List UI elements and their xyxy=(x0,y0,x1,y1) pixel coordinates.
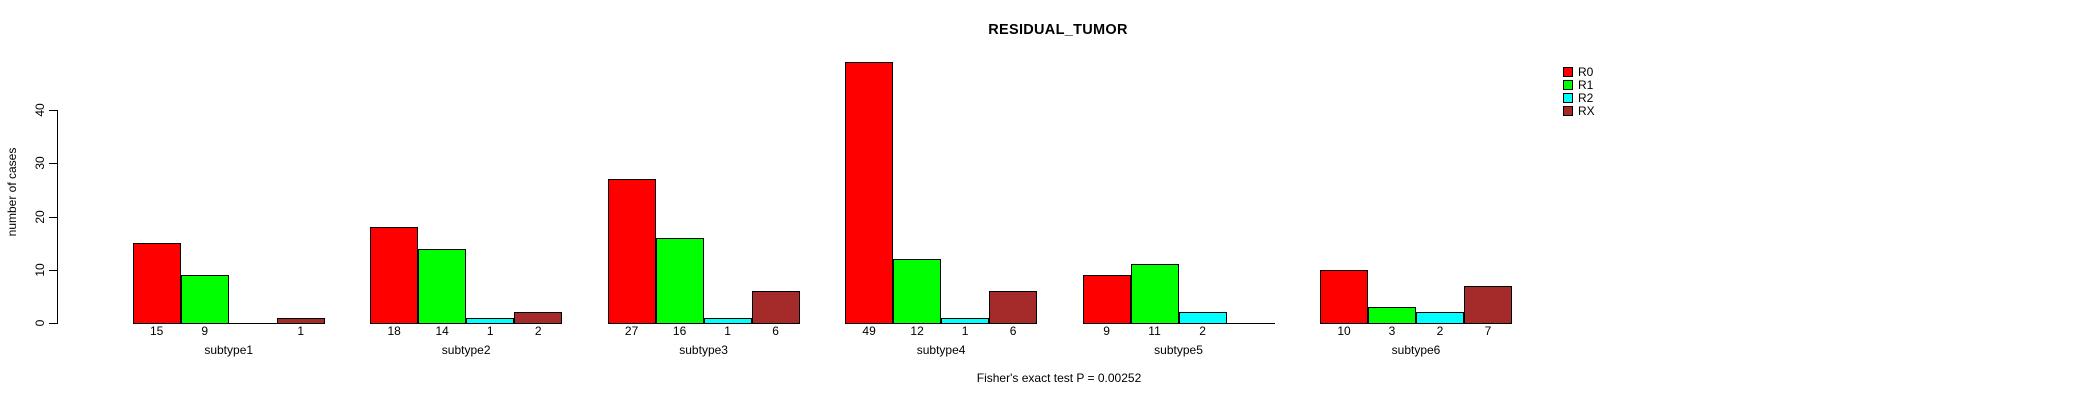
legend-label: R0 xyxy=(1578,65,1594,80)
bar-value-label: 9 xyxy=(1103,324,1110,338)
bar-value-label: 11 xyxy=(1148,324,1161,338)
legend-label: RX xyxy=(1578,103,1595,118)
legend: R0 R1 R2 RX xyxy=(1563,66,1595,117)
y-axis-tick-label: 40 xyxy=(33,103,47,117)
bar-R2-subtype4 xyxy=(941,317,990,324)
bar-R2-subtype5 xyxy=(1178,312,1227,324)
bar-R2-subtype3 xyxy=(703,317,752,324)
legend-swatch-R0 xyxy=(1563,67,1573,78)
legend-swatch-RX xyxy=(1563,105,1573,116)
x-category-label: subtype5 xyxy=(1154,343,1203,357)
bar-RX-subtype2 xyxy=(514,312,563,324)
bar-value-label: 2 xyxy=(1199,324,1206,338)
bar-value-label: 18 xyxy=(387,324,401,338)
bar-value-label: 14 xyxy=(435,324,449,338)
y-axis-tick xyxy=(49,110,57,112)
bar-R1-subtype2 xyxy=(418,248,467,324)
bar-value-label: 16 xyxy=(672,324,687,338)
y-axis-tick xyxy=(49,163,57,165)
bar-value-label: 6 xyxy=(1009,324,1017,338)
bar-RX-subtype6 xyxy=(1464,285,1512,324)
bar-R0-subtype3 xyxy=(607,179,656,324)
y-axis-tick-label: 20 xyxy=(33,209,47,224)
bar-R2-subtype6 xyxy=(1416,312,1464,324)
legend-item-R1: R1 xyxy=(1563,79,1595,92)
bar-RX-subtype4 xyxy=(989,291,1038,324)
bar-value-label: 7 xyxy=(1484,324,1492,338)
bar-RX-subtype3 xyxy=(751,291,800,324)
caption: Fisher's exact test P = 0.00252 xyxy=(976,371,1142,385)
x-category-label: subtype6 xyxy=(1391,343,1441,357)
y-axis-line xyxy=(57,110,58,324)
bar-value-label: 2 xyxy=(534,324,542,338)
legend-item-R0: R0 xyxy=(1563,66,1595,79)
bar-R0-subtype5 xyxy=(1082,275,1131,324)
legend-swatch-R2 xyxy=(1563,92,1573,103)
y-axis-tick xyxy=(49,216,57,218)
legend-label: R2 xyxy=(1578,90,1594,105)
bar-value-label: 1 xyxy=(486,324,494,338)
bar-R1-subtype4 xyxy=(893,259,942,324)
bar-R1-subtype1 xyxy=(180,275,229,324)
x-category-label: subtype3 xyxy=(679,343,728,357)
y-axis-tick-label: 0 xyxy=(33,319,47,327)
bar-R0-subtype1 xyxy=(132,243,181,324)
y-axis-title: number of cases xyxy=(5,147,19,237)
y-axis-tick-label: 30 xyxy=(33,156,47,171)
bar-value-label: 3 xyxy=(1388,324,1396,338)
legend-item-RX: RX xyxy=(1563,104,1595,117)
bar-R1-subtype6 xyxy=(1368,307,1416,324)
bar-R1-subtype5 xyxy=(1130,264,1179,324)
bar-value-label: 9 xyxy=(201,324,209,338)
x-category-label: subtype1 xyxy=(204,343,254,357)
y-axis-tick-label: 10 xyxy=(33,263,47,277)
bar-R0-subtype2 xyxy=(370,227,419,324)
bar-R0-subtype4 xyxy=(845,62,894,324)
bar-value-label: 1 xyxy=(961,324,969,338)
chart-title: RESIDUAL_TUMOR xyxy=(988,22,1128,38)
bar-value-label: 1 xyxy=(724,324,731,338)
bar-value-label: 10 xyxy=(1337,324,1351,338)
legend-label: R1 xyxy=(1578,78,1594,93)
bar-R0-subtype6 xyxy=(1320,269,1368,324)
y-axis-tick xyxy=(49,323,57,324)
bar-value-label: 2 xyxy=(1436,324,1444,338)
x-baseline-subtype1 xyxy=(132,323,325,324)
x-category-label: subtype2 xyxy=(441,343,491,357)
bar-RX-subtype1 xyxy=(276,317,325,324)
bar-value-label: 1 xyxy=(297,324,305,338)
legend-swatch-R1 xyxy=(1563,80,1573,91)
bar-value-label: 6 xyxy=(772,324,779,338)
bar-R1-subtype3 xyxy=(655,237,704,324)
y-axis-tick xyxy=(49,269,57,271)
bar-value-label: 15 xyxy=(150,324,164,338)
legend-item-R2: R2 xyxy=(1563,92,1595,105)
x-category-label: subtype4 xyxy=(916,343,966,357)
bar-value-label: 49 xyxy=(862,324,876,338)
bar-R2-subtype2 xyxy=(466,317,515,324)
bar-value-label: 27 xyxy=(624,324,639,338)
bar-value-label: 12 xyxy=(910,324,924,338)
